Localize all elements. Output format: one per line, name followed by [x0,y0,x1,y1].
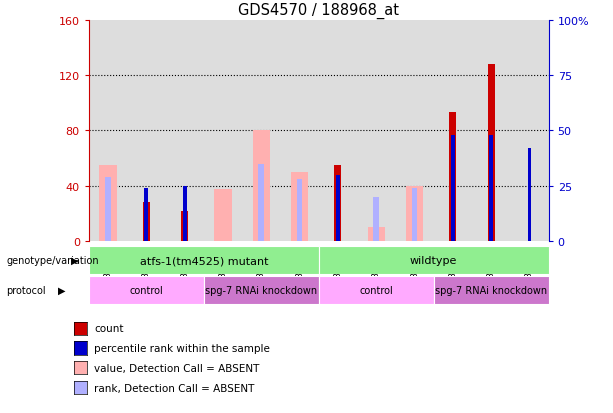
Bar [89,247,319,275]
Bar [528,149,531,242]
Bar [183,186,186,242]
Text: count: count [94,323,124,333]
Bar [215,189,232,242]
Text: ▶: ▶ [70,256,78,266]
Bar [297,180,302,242]
Text: rank, Detection Call = ABSENT: rank, Detection Call = ABSENT [94,383,255,393]
Bar [89,276,204,304]
Bar [451,135,455,242]
Bar [449,113,456,242]
Bar [412,189,417,242]
Bar [99,166,116,242]
Bar [336,175,340,242]
Text: ▶: ▶ [58,285,66,295]
Bar [489,135,493,242]
Bar [105,178,111,242]
Bar [434,276,549,304]
Text: protocol: protocol [6,285,46,295]
Text: control: control [129,285,163,295]
Text: value, Detection Call = ABSENT: value, Detection Call = ABSENT [94,363,260,373]
Text: genotype/variation: genotype/variation [6,256,99,266]
Text: percentile rank within the sample: percentile rank within the sample [94,343,270,353]
Text: wildtype: wildtype [410,256,457,266]
Bar [145,189,148,242]
Bar [368,228,385,242]
Title: GDS4570 / 188968_at: GDS4570 / 188968_at [238,3,399,19]
Text: spg-7 RNAi knockdown: spg-7 RNAi knockdown [205,285,318,295]
Bar [488,65,495,242]
Text: atfs-1(tm4525) mutant: atfs-1(tm4525) mutant [140,256,268,266]
Bar [143,203,150,242]
Text: spg-7 RNAi knockdown: spg-7 RNAi knockdown [435,285,547,295]
Text: control: control [359,285,393,295]
Bar [204,276,319,304]
Bar [253,131,270,242]
Bar [406,186,423,242]
Bar [319,276,434,304]
Bar [291,173,308,242]
Bar [335,166,341,242]
Bar [319,247,549,275]
Bar [259,164,264,242]
Bar [181,211,188,242]
Bar [373,197,379,242]
